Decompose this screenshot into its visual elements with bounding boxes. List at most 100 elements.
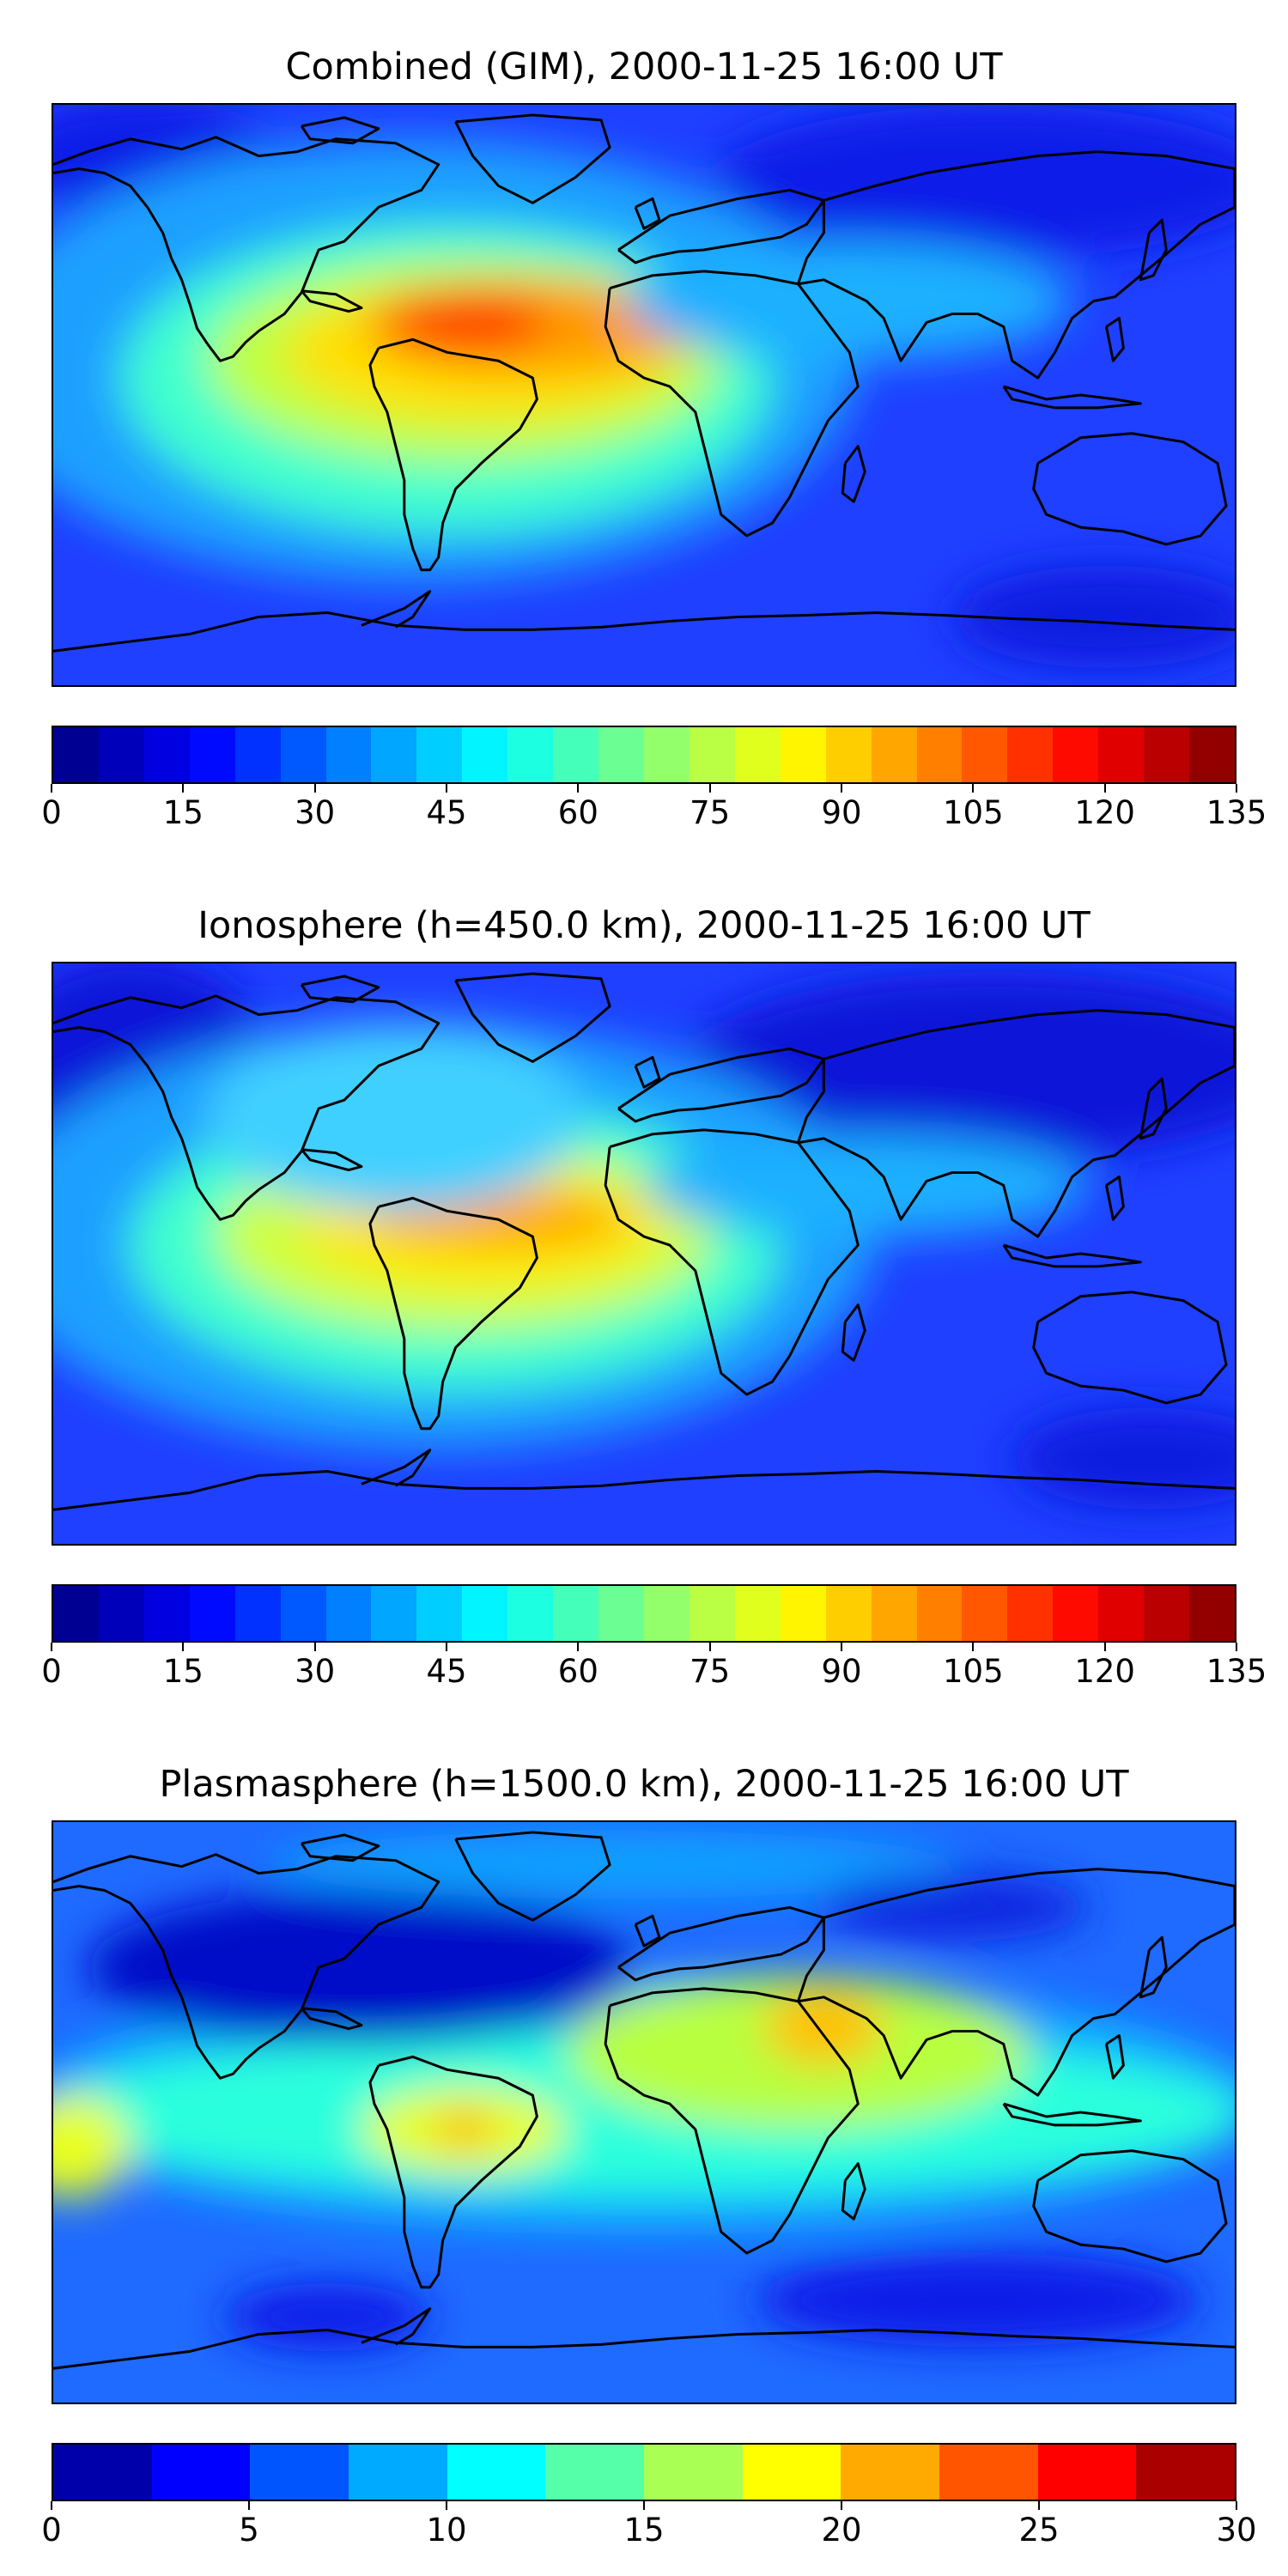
colorbar-segment [53,1586,99,1641]
map-plasmasphere [52,1820,1236,2404]
colorbar-segment [234,1586,281,1641]
colorbar-segment [1007,727,1054,782]
colorbar-ticks-combined: 0 15 30 45 60 75 90 105 120 135 [41,784,1267,831]
colorbar-segment [643,1586,690,1641]
panel-title-combined: Combined (GIM), 2000-11-25 16:00 UT [285,46,1003,88]
colorbar-segment [250,2445,349,2500]
colorbar-tick [51,2501,52,2510]
colorbar-segment [689,727,735,782]
colorbar-segment [598,1586,644,1641]
colorbar-segment [189,1586,235,1641]
colorbar-segment [1189,1586,1235,1641]
colorbar-plasmasphere [52,2443,1236,2501]
colorbar-segment [553,1586,599,1641]
colorbar-segment [234,727,281,782]
colorbar-ticks-plasmasphere: 0 5 10 15 20 25 30 [41,2501,1257,2548]
colorbar-tick [1236,784,1237,793]
colorbar-tick [708,1643,711,1651]
colorbar-segment [1136,2445,1236,2500]
colorbar-tick [708,784,711,793]
colorbar-tick [841,784,842,793]
colorbar-tick [182,784,185,793]
colorbar-tick-label: 15 [162,1653,204,1690]
colorbar-tick-label: 60 [557,1653,598,1690]
colorbar-segment [325,727,372,782]
colorbar-tick-label: 30 [295,794,336,831]
colorbar-segment [734,727,781,782]
colorbar-segment [545,2445,645,2500]
colorbar-segment [1144,727,1190,782]
map-ionosphere [52,962,1236,1546]
colorbar-segment [916,1586,963,1641]
colorbar-tick [248,2501,250,2510]
colorbar-segment [553,727,599,782]
colorbar-tick-label: 15 [162,794,204,831]
colorbar-segment [143,727,190,782]
colorbar-tick [51,784,52,793]
colorbar-tick-label: 105 [943,794,1004,831]
colorbar-tick-label: 5 [239,2512,259,2549]
colorbar-tick-label: 90 [821,794,862,831]
colorbar-segment [1098,727,1145,782]
colorbar-tick-label: 0 [41,794,62,831]
colorbar-ticks-ionosphere: 0 15 30 45 60 75 90 105 120 135 [41,1643,1267,1690]
colorbar-segment [962,1586,1008,1641]
colorbar-tick-label: 120 [1074,794,1135,831]
colorbar-tick-label: 75 [690,794,731,831]
colorbar-segment [780,727,826,782]
colorbar-tick [446,1643,447,1651]
colorbar-segment [644,2445,743,2500]
colorbar-segment [1053,727,1099,782]
colorbar-segment [1037,2445,1137,2500]
colorbar-tick [446,2501,447,2510]
colorbar-tick-label: 60 [557,794,598,831]
tec-contour-map-plasmasphere [53,1822,1235,2403]
colorbar-segment [416,727,463,782]
colorbar-tick [51,1643,52,1651]
colorbar-segment [742,2445,841,2500]
colorbar-tick [841,2501,842,2510]
colorbar-segment [98,1586,144,1641]
colorbar-segment [871,1586,917,1641]
colorbar-segment [143,1586,190,1641]
colorbar-segment [734,1586,781,1641]
colorbar-segment [447,2445,546,2500]
colorbar-segment [962,727,1008,782]
colorbar-segment [189,727,235,782]
colorbar-tick-label: 135 [1206,794,1267,831]
colorbar-segment [462,1586,508,1641]
colorbar-segment [1144,1586,1190,1641]
colorbar-segment [1053,1586,1099,1641]
colorbar-segment [841,2445,940,2500]
colorbar-segment [1189,727,1235,782]
colorbar-segment [325,1586,372,1641]
colorbar-ionosphere [52,1584,1236,1643]
colorbar-tick [313,1643,316,1651]
colorbar-segment [349,2445,447,2500]
colorbar-tick-label: 10 [426,2512,467,2549]
colorbar-tick-label: 75 [690,1653,731,1690]
colorbar-tick [1103,784,1106,793]
colorbar-segment [280,727,326,782]
colorbar-tick-label: 105 [943,1653,1004,1690]
colorbar-segment [825,1586,872,1641]
colorbar-tick-label: 45 [426,1653,467,1690]
colorbar-tick [446,784,447,793]
colorbar-segment [916,727,963,782]
colorbar-tick-label: 45 [426,794,467,831]
colorbar-segment [780,1586,826,1641]
map-combined [52,103,1236,687]
colorbar-segment [371,727,417,782]
colorbar-tick-label: 0 [41,1653,62,1690]
colorbar-segment [280,1586,326,1641]
colorbar-segment [689,1586,735,1641]
colorbar-tick-label: 15 [623,2512,665,2549]
colorbar-tick [182,1643,185,1651]
colorbar-combined [52,726,1236,784]
colorbar-tick-label: 90 [821,1653,862,1690]
colorbar-tick-label: 0 [41,2512,62,2549]
colorbar-tick [577,1643,580,1651]
colorbar-segment [53,2445,152,2500]
colorbar-tick-label: 20 [821,2512,862,2549]
colorbar-segment [462,727,508,782]
